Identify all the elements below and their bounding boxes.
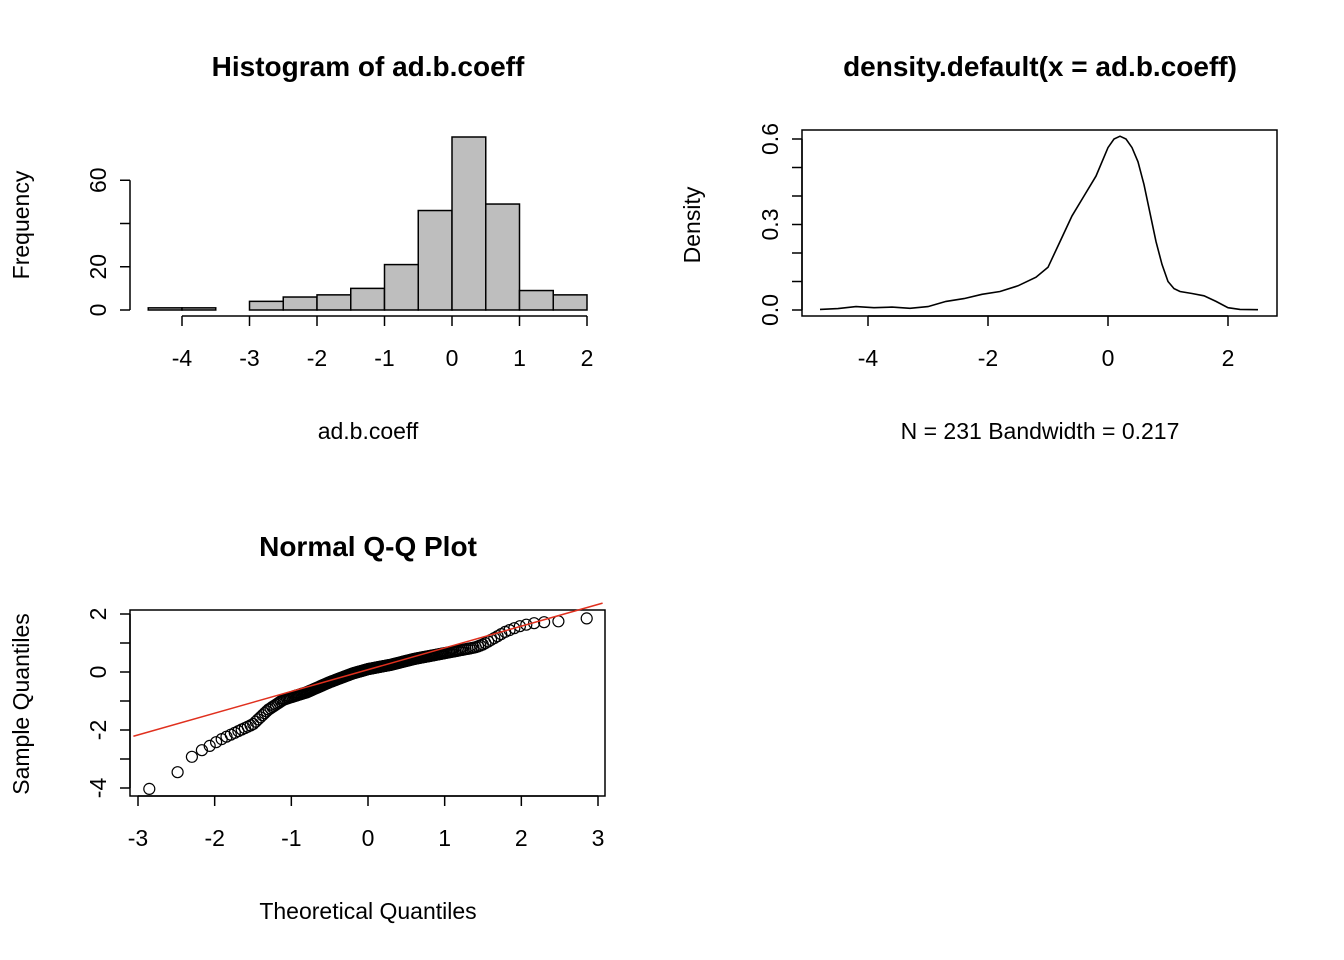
qq-point [251,713,265,726]
histogram-bar [181,307,217,311]
qq-panel: Normal Q-Q Plot Theoretical Quantiles Sa… [8,531,606,924]
qq-point [527,617,541,630]
qq-axes: -3 -2 -1 0 1 2 3 -4 -2 0 2 [85,608,604,851]
qq-x-axis-label: Theoretical Quantiles [259,898,476,924]
histogram-bar [552,294,588,311]
qq-point [185,750,198,763]
qq-y-tick-label: -4 [85,778,111,799]
qq-point [513,620,527,633]
qq-point [520,618,533,631]
qq-point [488,631,501,645]
qq-y-tick-label: 0 [85,666,111,679]
qq-point [580,612,593,625]
histogram-bars [147,136,588,311]
density-y-tick-label: 0.6 [757,123,783,155]
histogram-bar [282,296,318,311]
qq-y-tick-label: -2 [85,720,111,740]
qq-y-tick-label: 2 [85,608,111,621]
histogram-panel: Histogram of ad.b.coeff ad.b.coeff Frequ… [8,51,593,444]
density-x-tick-label: -2 [978,345,998,371]
qq-point [171,766,184,779]
histogram-bar [417,209,453,311]
qq-point [508,622,521,635]
histogram-bar [451,136,487,311]
histogram-x-tick-label: -2 [307,345,327,371]
qq-x-tick-label: 2 [515,825,528,851]
histogram-bar [350,287,386,311]
qq-reference-line [133,602,603,737]
qq-x-tick-label: -3 [128,825,148,851]
density-x-tick-label: -4 [858,345,879,371]
density-y-tick-label: 0.3 [757,209,783,241]
qq-x-tick-label: 1 [438,825,451,851]
histogram-bar [316,294,352,311]
histogram-bar [383,263,419,311]
qq-point [249,715,262,728]
density-x-tick-label: 2 [1222,345,1235,371]
qq-x-tick-label: -2 [204,825,224,851]
qq-x-tick-label: -1 [281,825,301,851]
qq-point [203,739,216,753]
qq-point [143,782,156,796]
histogram-bar [518,289,554,311]
histogram-x-tick-label: 0 [446,345,459,371]
qq-x-tick-label: 3 [592,825,605,851]
density-x-axis-label: N = 231 Bandwidth = 0.217 [901,418,1180,444]
density-y-axis-label: Density [679,186,705,263]
density-y-tick-label: 0.0 [757,294,783,326]
histogram-x-tick-label: 1 [513,345,526,371]
histogram-x-tick-label: -3 [239,345,259,371]
qq-point [195,744,208,757]
histogram-bar [147,307,183,311]
density-axes: -4 -2 0 2 0.0 0.3 0.6 [757,123,1234,371]
qq-point [537,616,551,629]
histogram-y-tick-label: 20 [85,254,111,280]
density-title: density.default(x = ad.b.coeff) [843,51,1237,82]
qq-title: Normal Q-Q Plot [259,531,477,562]
density-panel: density.default(x = ad.b.coeff) N = 231 … [679,51,1278,444]
qq-y-axis-label: Sample Quantiles [8,613,34,795]
histogram-x-tick-label: -1 [374,345,394,371]
histogram-bar [485,203,521,311]
histogram-x-tick-label: -4 [172,345,193,371]
histogram-y-tick-label: 60 [85,167,111,193]
qq-point [247,717,260,731]
histogram-y-tick-label: 0 [85,304,111,317]
density-curve [819,135,1259,311]
histogram-x-axis-label: ad.b.coeff [318,418,419,444]
histogram-x-tick-label: 2 [581,345,594,371]
qq-x-tick-label: 0 [362,825,375,851]
density-x-tick-label: 0 [1102,345,1115,371]
histogram-y-axis-label: Frequency [8,170,34,279]
histogram-bar [248,300,284,311]
histogram-title: Histogram of ad.b.coeff [212,51,525,82]
